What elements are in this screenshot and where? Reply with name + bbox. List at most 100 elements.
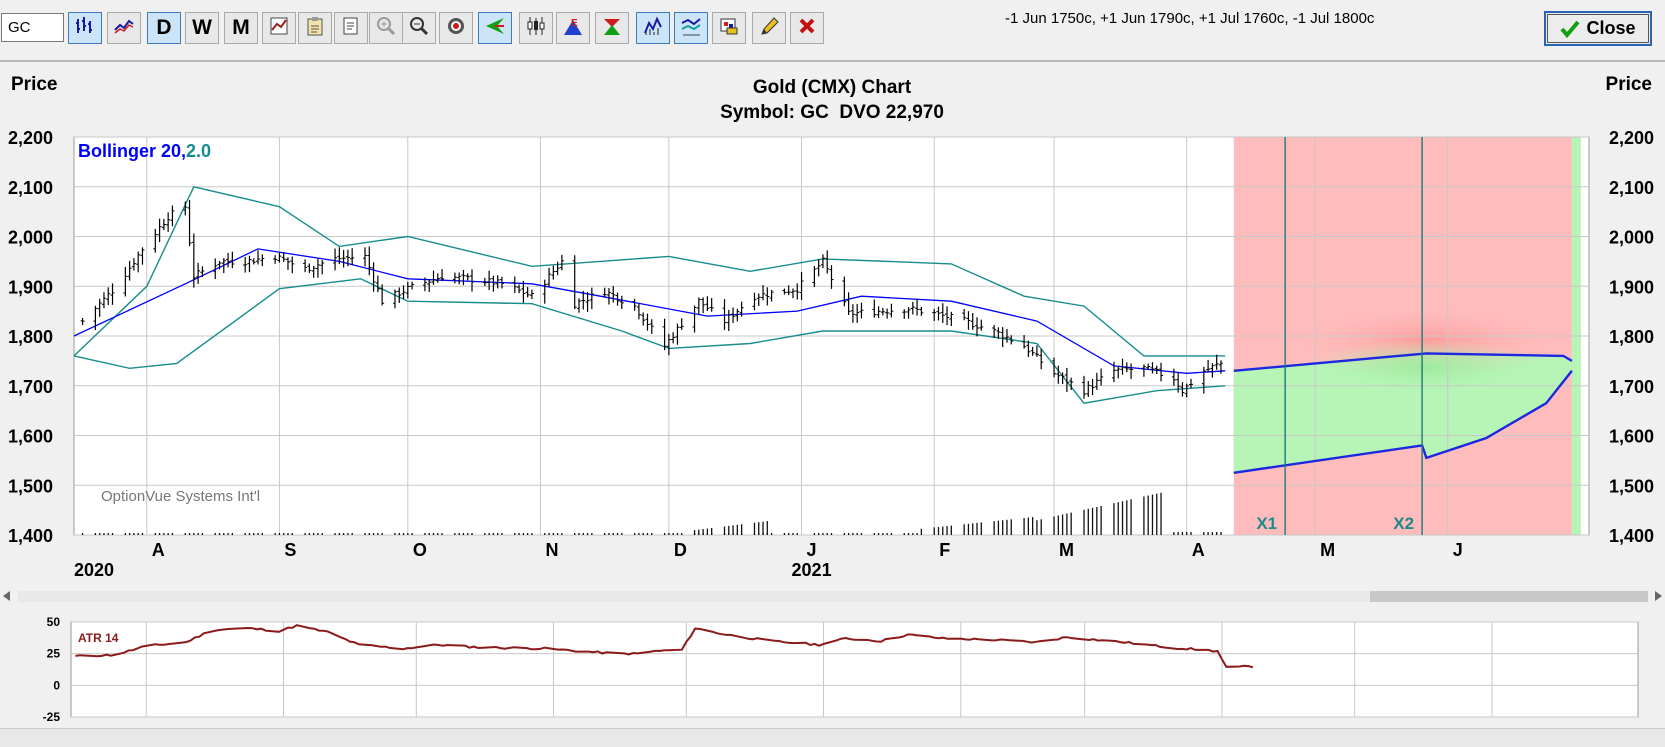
price-bar [217, 260, 222, 270]
price-tick-left: 2,100 [8, 178, 53, 198]
bollinger-bands [73, 185, 1226, 404]
price-bar [872, 299, 877, 318]
price-bar [525, 286, 530, 298]
price-bar [191, 233, 196, 288]
earnings-button[interactable]: E [556, 12, 590, 44]
price-bar [499, 276, 504, 289]
price-bar [885, 308, 890, 319]
price-bar [1218, 360, 1223, 374]
palette-button[interactable] [712, 12, 746, 44]
volume-bars-button[interactable] [636, 12, 670, 44]
price-bar [876, 306, 881, 319]
price-bar [936, 306, 941, 321]
price-bar [256, 250, 261, 265]
zoom-out-icon [408, 15, 430, 42]
month-tick-label: F [939, 540, 950, 560]
bar-chart-button[interactable] [68, 12, 102, 44]
bollinger-lower-band [73, 278, 1226, 404]
price-tick-left: 1,800 [8, 327, 53, 347]
weekly-button-button[interactable]: W [185, 12, 219, 44]
target-icon [445, 15, 467, 42]
close-button[interactable]: Close [1544, 11, 1652, 46]
horizontal-scrollbar[interactable] [0, 586, 1665, 606]
price-bar [842, 276, 847, 307]
price-bar [722, 299, 727, 330]
line-chart-button[interactable] [107, 12, 141, 44]
price-bar [285, 257, 290, 270]
price-bar [1111, 361, 1116, 383]
price-bar [157, 218, 162, 243]
price-bar [1116, 366, 1121, 379]
price-bar [315, 258, 320, 278]
scroll-left-icon[interactable] [3, 591, 10, 601]
price-bar [170, 205, 175, 227]
monthly-button-button[interactable]: M [224, 12, 258, 44]
scroll-right-icon[interactable] [1655, 591, 1662, 601]
price-bar [166, 212, 171, 232]
study-button[interactable] [674, 12, 708, 44]
price-bar [221, 258, 226, 274]
dividend-button[interactable] [595, 12, 629, 44]
price-bar [1026, 340, 1031, 357]
price-tick-right: 2,000 [1609, 228, 1654, 248]
scroll-track[interactable] [18, 591, 1648, 602]
price-tick-right: 1,700 [1609, 377, 1654, 397]
price-bar [602, 287, 607, 298]
zoom-in-button[interactable] [369, 12, 403, 44]
pencil-icon [758, 15, 780, 42]
price-bar [846, 292, 851, 315]
price-tick-right: 2,100 [1609, 178, 1654, 198]
price-tick-left: 2,000 [8, 228, 53, 248]
price-bar [756, 293, 761, 307]
price-bar [572, 255, 577, 310]
watermark: OptionVue Systems Int'l [101, 488, 260, 505]
delete-button[interactable] [790, 12, 824, 44]
target-button[interactable] [439, 12, 473, 44]
year-tick-label: 2021 [792, 560, 832, 580]
price-bar [731, 307, 736, 323]
print-button[interactable] [334, 12, 368, 44]
forecast-upper-line [1233, 352, 1573, 372]
price-bar [577, 298, 581, 313]
atr-chart[interactable]: -25 0 25 50 ATR 14 [0, 608, 1665, 728]
price-bar [1120, 358, 1125, 375]
price-bar [273, 255, 278, 264]
price-bar [307, 263, 312, 273]
chart-settings-button[interactable] [262, 12, 296, 44]
clipboard-button[interactable] [298, 12, 332, 44]
price-bar [1009, 335, 1014, 345]
price-bar [735, 308, 740, 322]
candlestick-button[interactable] [519, 12, 553, 44]
price-bar [495, 275, 500, 289]
symbol-input[interactable] [1, 13, 64, 42]
price-bar [970, 313, 975, 330]
price-bar [662, 318, 667, 351]
price-bar [902, 309, 907, 319]
price-bar [542, 279, 547, 304]
zoom-out-button[interactable] [402, 12, 436, 44]
bollinger-period: 20, [161, 141, 186, 161]
price-chart[interactable]: Price Price Gold (CMX) Chart Symbol: GC … [0, 62, 1665, 586]
price-tick-right: 1,600 [1609, 427, 1654, 447]
price-bar [906, 307, 911, 319]
price-bar [979, 319, 984, 331]
atr-tick-label: -25 [43, 710, 61, 724]
price-tick-left: 1,600 [8, 427, 53, 447]
atr-tick-label: 50 [47, 615, 61, 629]
price-bar [889, 303, 894, 318]
price-bar [1210, 363, 1215, 378]
line-chart-icon [113, 15, 135, 42]
date-markers: X1 X2 [1256, 137, 1423, 535]
scroll-thumb[interactable] [1370, 591, 1648, 602]
price-bar [975, 317, 980, 337]
price-bar [829, 265, 834, 289]
price-bar [1056, 365, 1061, 384]
price-bar [799, 272, 804, 300]
arrow-left-button[interactable] [478, 12, 512, 44]
pencil-button[interactable] [752, 12, 786, 44]
price-bar [1201, 366, 1206, 394]
price-bar [1022, 334, 1027, 349]
price-tick-right: 1,900 [1609, 277, 1654, 297]
price-axis-label-left: Price [11, 74, 57, 95]
daily-button-button[interactable]: D [147, 12, 181, 44]
